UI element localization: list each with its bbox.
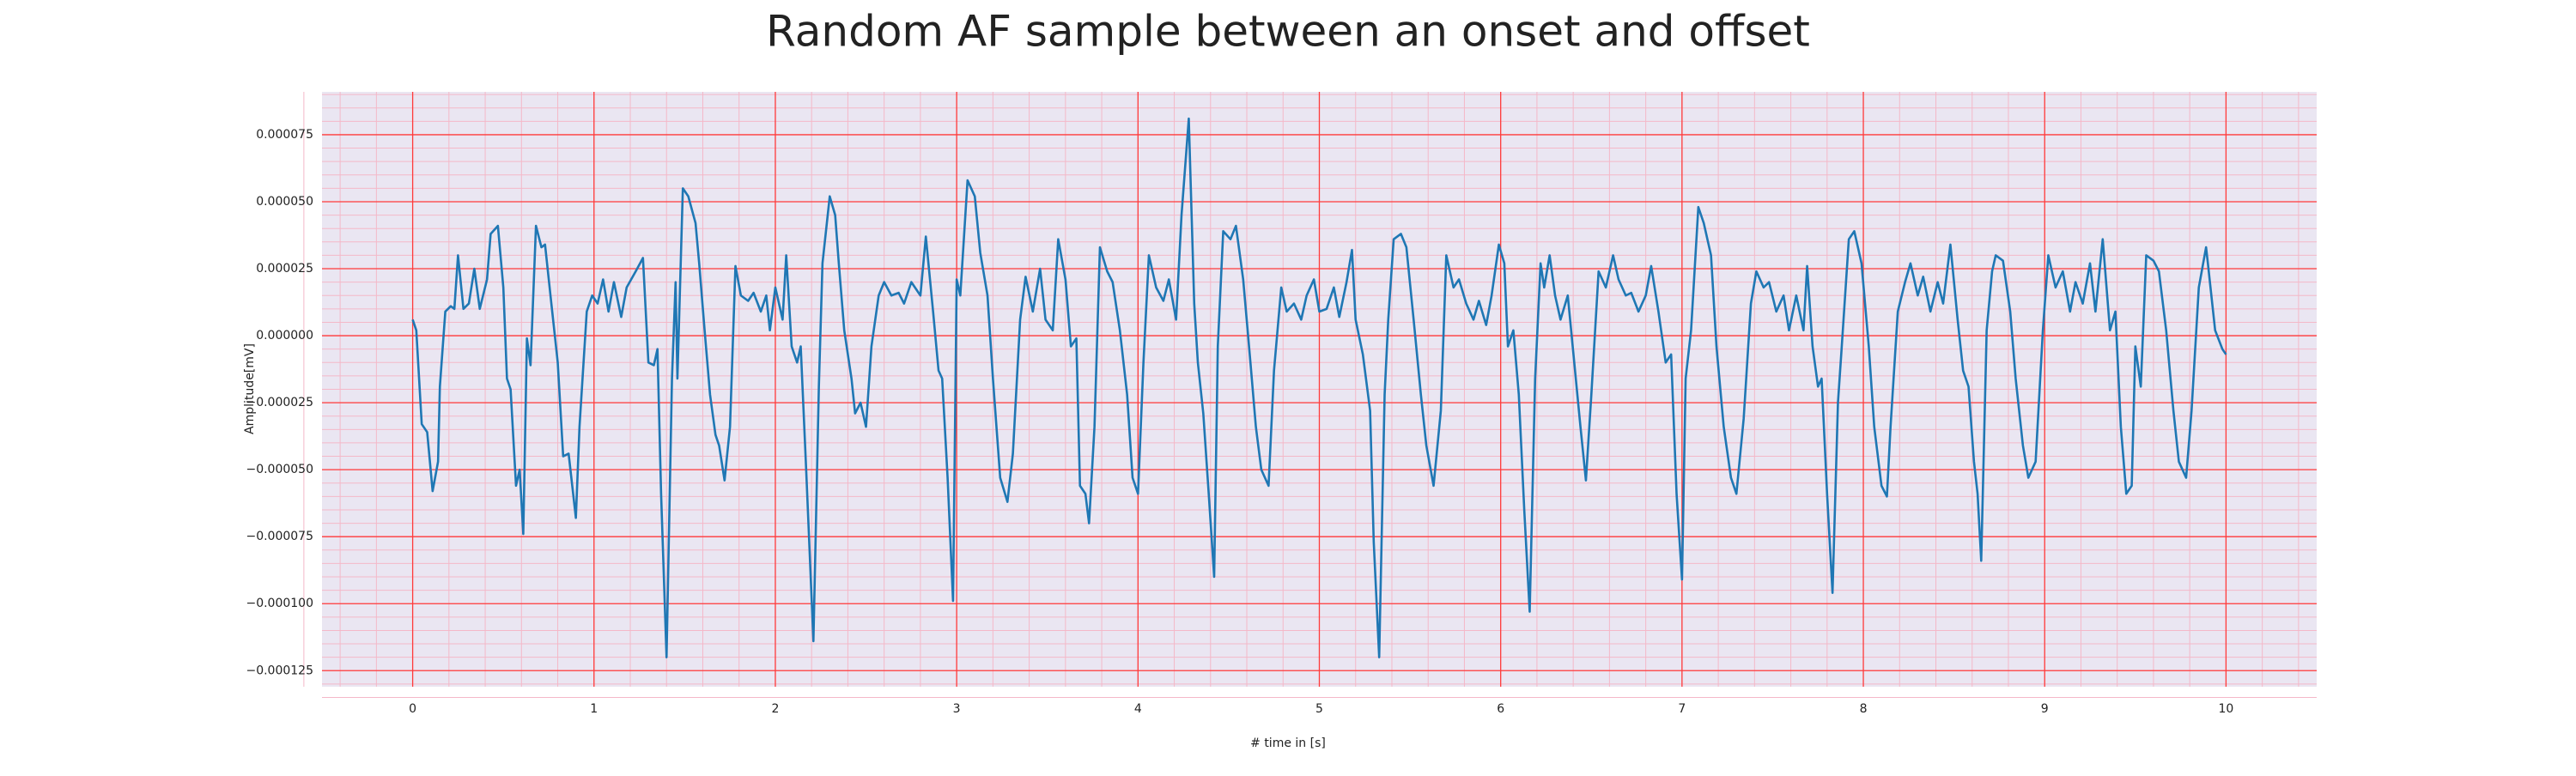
x-tick-label: 10 — [2218, 702, 2233, 716]
y-tick-label: 0.000025 — [256, 262, 313, 276]
x-axis-label: # time in [s] — [1250, 737, 1326, 750]
y-tick-label: −0.000025 — [246, 396, 313, 409]
x-tick-label: 9 — [2041, 702, 2049, 716]
x-tick-label: 3 — [953, 702, 961, 716]
x-tick-label: 8 — [1860, 702, 1868, 716]
y-tick-label: 0.000075 — [256, 128, 313, 142]
y-tick-label: −0.000050 — [246, 463, 313, 476]
x-tick-label: 7 — [1678, 702, 1686, 716]
y-tick-label: 0.000050 — [256, 195, 313, 209]
x-tick-label: 0 — [409, 702, 416, 716]
x-tick-label: 2 — [771, 702, 779, 716]
signal-line — [411, 117, 2227, 658]
y-tick-label: 0.000000 — [256, 329, 313, 343]
x-tick-label: 4 — [1134, 702, 1142, 716]
x-tick-label: 5 — [1315, 702, 1323, 716]
x-tick-label: 6 — [1497, 702, 1504, 716]
y-axis-label: Amplitude[mV] — [243, 343, 257, 434]
y-tick-label: −0.000100 — [246, 597, 313, 610]
y-tick-label: −0.000075 — [246, 530, 313, 543]
x-tick-label: 1 — [590, 702, 598, 716]
y-tick-label: −0.000125 — [246, 664, 313, 677]
chart-title: Random AF sample between an onset and of… — [766, 7, 1810, 57]
